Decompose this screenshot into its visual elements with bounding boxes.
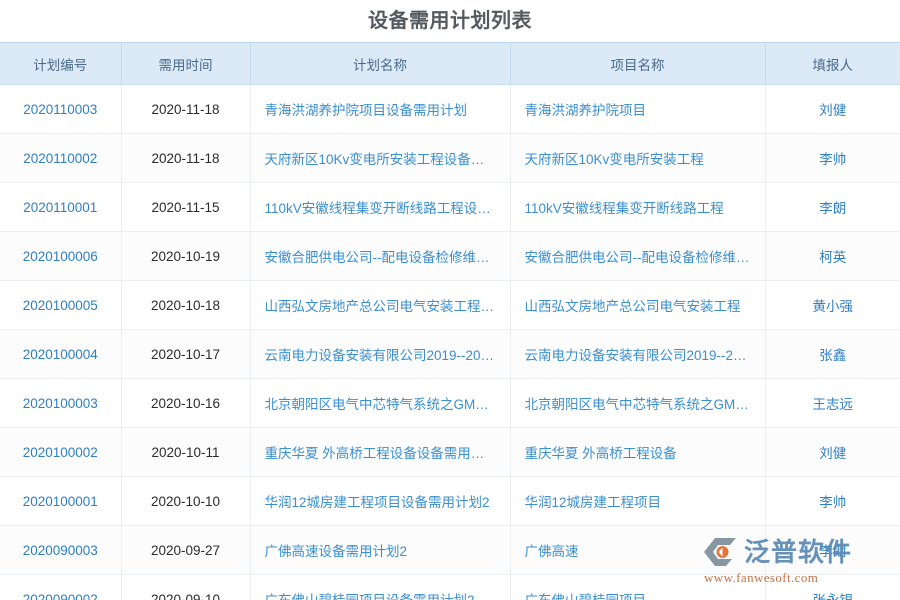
cell-plan-code[interactable]: 2020090003 xyxy=(0,525,122,575)
cell-reporter: 王志远 xyxy=(765,378,900,428)
cell-project-name[interactable]: 重庆华夏 外高桥工程设备 xyxy=(510,427,766,477)
table-row[interactable]: 2020100006 2020-10-19 安徽合肥供电公司--配电设备检修维护和…… xyxy=(0,231,900,281)
cell-project-name[interactable]: 广东佛山碧桂园项目 xyxy=(510,574,766,600)
cell-need-date: 2020-10-19 xyxy=(121,231,251,281)
cell-project-name[interactable]: 110kV安徽线程集变开断线路工程 xyxy=(510,182,766,232)
cell-need-date: 2020-09-27 xyxy=(121,525,251,575)
table-row[interactable]: 2020110001 2020-11-15 110kV安徽线程集变开断线路工程设备…… xyxy=(0,182,900,232)
cell-plan-name[interactable]: 广东佛山碧桂园项目设备需用计划2 xyxy=(250,574,511,600)
cell-project-name[interactable]: 广佛高速 xyxy=(510,525,766,575)
cell-reporter: 李帅 xyxy=(765,476,900,526)
table-row[interactable]: 2020100005 2020-10-18 山西弘文房地产总公司电气安装工程设… 山西… xyxy=(0,280,900,330)
cell-need-date: 2020-11-15 xyxy=(121,182,251,232)
table-row[interactable]: 2020110002 2020-11-18 天府新区10Kv变电所安装工程设备需用…… xyxy=(0,133,900,183)
cell-plan-name[interactable]: 110kV安徽线程集变开断线路工程设备… xyxy=(250,182,511,232)
cell-plan-code[interactable]: 2020090002 xyxy=(0,574,122,600)
plan-list-table: 计划编号 需用时间 计划名称 项目名称 填报人 2020110003 2020-1… xyxy=(0,42,900,600)
cell-project-name[interactable]: 青海洪湖养护院项目 xyxy=(510,84,766,134)
column-header-plan-code[interactable]: 计划编号 xyxy=(0,42,122,85)
cell-project-name[interactable]: 云南电力设备安装有限公司2019--202… xyxy=(510,329,766,379)
table-row[interactable]: 2020100001 2020-10-10 华润12城房建工程项目设备需用计划2 华润… xyxy=(0,476,900,526)
cell-plan-name[interactable]: 天府新区10Kv变电所安装工程设备需用… xyxy=(250,133,511,183)
table-row[interactable]: 20200900022020-09-10广东佛山碧桂园项目设备需用计划2广东佛山… xyxy=(0,574,900,600)
table-body: 2020110003 2020-11-18 青海洪湖养护院项目设备需用计划 青海洪湖养… xyxy=(0,84,900,600)
cell-plan-code[interactable]: 2020100001 xyxy=(0,476,122,526)
column-header-need-date[interactable]: 需用时间 xyxy=(121,42,251,85)
table-header: 计划编号 需用时间 计划名称 项目名称 填报人 xyxy=(0,42,900,85)
cell-project-name[interactable]: 山西弘文房地产总公司电气安装工程 xyxy=(510,280,766,330)
cell-plan-code[interactable]: 2020110002 xyxy=(0,133,122,183)
cell-reporter: 刘健 xyxy=(765,84,900,134)
table-row[interactable]: 2020100002 2020-10-11 重庆华夏 外高桥工程设备设备需用计划 重庆… xyxy=(0,427,900,477)
cell-reporter: 李朗 xyxy=(765,182,900,232)
cell-need-date: 2020-11-18 xyxy=(121,84,251,134)
cell-plan-name[interactable]: 青海洪湖养护院项目设备需用计划 xyxy=(250,84,511,134)
cell-need-date: 2020-10-11 xyxy=(121,427,251,477)
cell-reporter: 柯英 xyxy=(765,231,900,281)
cell-reporter: 张永银 xyxy=(765,574,900,600)
cell-plan-code[interactable]: 2020100006 xyxy=(0,231,122,281)
cell-need-date: 2020-11-18 xyxy=(121,133,251,183)
table-row[interactable]: 2020100004 2020-10-17 云南电力设备安装有限公司2019--20… xyxy=(0,329,900,379)
cell-plan-name[interactable]: 安徽合肥供电公司--配电设备检修维护和… xyxy=(250,231,511,281)
cell-plan-name[interactable]: 华润12城房建工程项目设备需用计划2 xyxy=(250,476,511,526)
cell-plan-name[interactable]: 山西弘文房地产总公司电气安装工程设… xyxy=(250,280,511,330)
cell-need-date: 2020-10-17 xyxy=(121,329,251,379)
cell-project-name[interactable]: 安徽合肥供电公司--配电设备检修维… xyxy=(510,231,766,281)
cell-plan-name[interactable]: 广佛高速设备需用计划2 xyxy=(250,525,511,575)
cell-project-name[interactable]: 天府新区10Kv变电所安装工程 xyxy=(510,133,766,183)
cell-reporter: 黄小强 xyxy=(765,280,900,330)
cell-plan-code[interactable]: 2020110003 xyxy=(0,84,122,134)
cell-need-date: 2020-10-16 xyxy=(121,378,251,428)
cell-plan-code[interactable]: 2020100005 xyxy=(0,280,122,330)
cell-project-name[interactable]: 北京朝阳区电气中芯特气系统之GMS… xyxy=(510,378,766,428)
cell-plan-name[interactable]: 云南电力设备安装有限公司2019--2020… xyxy=(250,329,511,379)
cell-reporter: 李朗 xyxy=(765,525,900,575)
column-header-project-name[interactable]: 项目名称 xyxy=(510,42,766,85)
cell-plan-code[interactable]: 2020100002 xyxy=(0,427,122,477)
table-row[interactable]: 2020100003 2020-10-16 北京朝阳区电气中芯特气系统之GMS安… 北… xyxy=(0,378,900,428)
cell-plan-name[interactable]: 重庆华夏 外高桥工程设备设备需用计划 xyxy=(250,427,511,477)
column-header-reporter[interactable]: 填报人 xyxy=(765,42,900,85)
table-row[interactable]: 2020090003 2020-09-27 广佛高速设备需用计划2 广佛高速 李朗 xyxy=(0,525,900,575)
cell-need-date: 2020-09-10 xyxy=(121,574,251,600)
cell-plan-code[interactable]: 2020100003 xyxy=(0,378,122,428)
cell-plan-name[interactable]: 北京朝阳区电气中芯特气系统之GMS安… xyxy=(250,378,511,428)
cell-reporter: 李帅 xyxy=(765,133,900,183)
column-header-plan-name[interactable]: 计划名称 xyxy=(250,42,511,85)
cell-plan-code[interactable]: 2020100004 xyxy=(0,329,122,379)
cell-plan-code[interactable]: 2020110001 xyxy=(0,182,122,232)
cell-reporter: 刘健 xyxy=(765,427,900,477)
page-title: 设备需用计划列表 xyxy=(0,0,900,42)
cell-need-date: 2020-10-18 xyxy=(121,280,251,330)
table-header-row: 计划编号 需用时间 计划名称 项目名称 填报人 xyxy=(0,42,900,85)
cell-reporter: 张鑫 xyxy=(765,329,900,379)
table-row[interactable]: 2020110003 2020-11-18 青海洪湖养护院项目设备需用计划 青海洪湖养… xyxy=(0,84,900,134)
cell-need-date: 2020-10-10 xyxy=(121,476,251,526)
cell-project-name[interactable]: 华润12城房建工程项目 xyxy=(510,476,766,526)
